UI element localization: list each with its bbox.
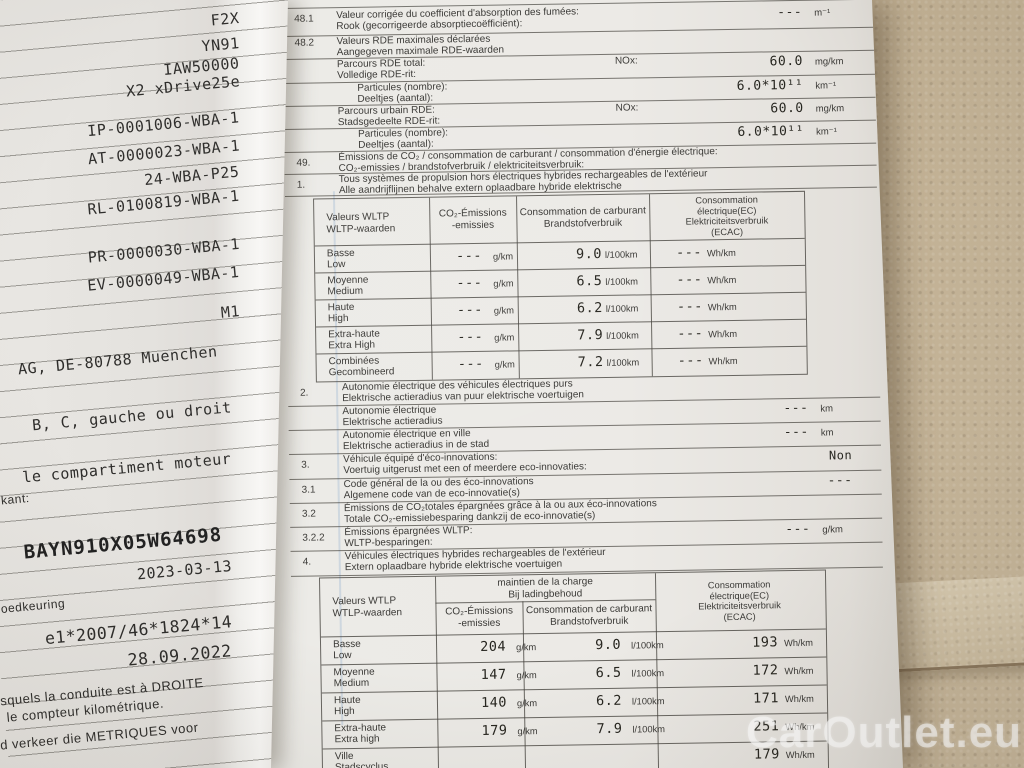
field-value: IP-0001006-WBA-1	[86, 108, 241, 141]
field-value: EV-0000049-WBA-1	[86, 263, 241, 295]
date-value: 2023-03-13	[136, 556, 233, 584]
manufacturer-address: AG, DE-80788 Muenchen	[17, 342, 219, 379]
field-label: kant:	[0, 490, 31, 508]
note-text: d verkeer die METRIQUES voor	[0, 719, 200, 753]
watermark-logo: CarOutlet.eu	[746, 708, 1023, 757]
field-value: M1	[220, 302, 241, 322]
folded-page-content: F2X YN91 IAW50000 X2 xDrive25e IP-000100…	[0, 0, 288, 768]
field-value: 24-WBA-P25	[143, 162, 241, 190]
field-value: YN91	[200, 34, 241, 56]
folded-page-strip: F2X YN91 IAW50000 X2 xDrive25e IP-000100…	[0, 0, 288, 768]
field-value: le compartiment moteur	[21, 449, 233, 487]
field-value: F2X	[210, 8, 241, 30]
field-value: PR-0000030-WBA-1	[87, 234, 241, 267]
field-value: RL-0100819-WBA-1	[86, 186, 241, 219]
field-value: B, C, gauche ou droit	[31, 398, 233, 435]
approval-date: 28.09.2022	[126, 641, 233, 670]
vin-number: BAYN910X05W64698	[22, 523, 224, 564]
field-label: oedkeuring	[0, 596, 66, 616]
field-value: X2 xDrive25e	[125, 72, 241, 101]
